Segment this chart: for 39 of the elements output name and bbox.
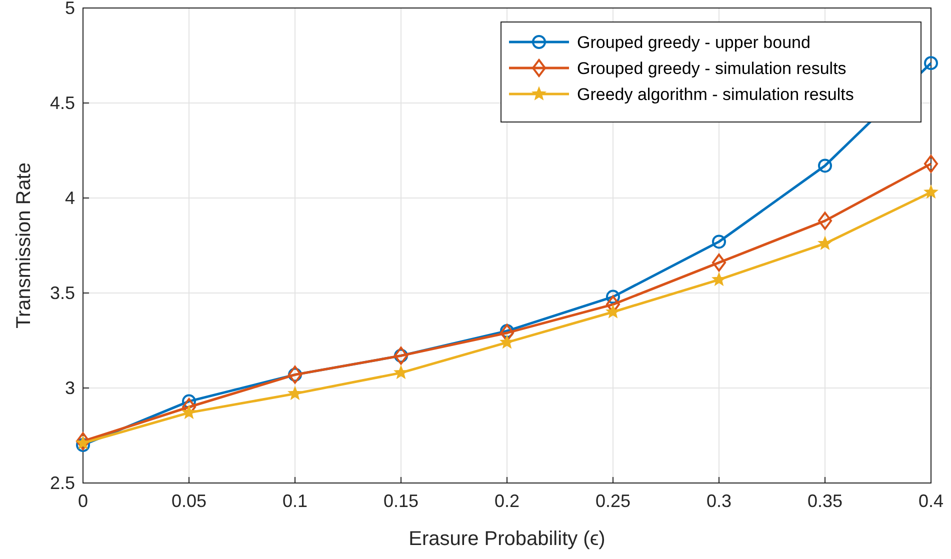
- y-tick-label: 4.5: [50, 93, 75, 113]
- point: [712, 234, 726, 249]
- point: [924, 56, 938, 70]
- x-tick-label: 0.1: [282, 491, 308, 511]
- point: [818, 212, 832, 230]
- point: [712, 254, 726, 272]
- point: [394, 366, 408, 379]
- y-tick-label: 4: [64, 188, 75, 208]
- legend-label: Greedy algorithm - simulation results: [577, 85, 854, 104]
- point: [818, 158, 832, 173]
- point: [712, 272, 726, 286]
- point: [606, 290, 620, 304]
- point: [924, 185, 938, 198]
- x-tick-label: 0: [78, 491, 88, 511]
- y-tick-label: 3: [64, 378, 75, 398]
- x-tick-label: 0.05: [171, 491, 207, 511]
- y-tick-label: 2.5: [50, 473, 75, 493]
- point: [288, 386, 302, 400]
- x-tick-label: 0.4: [918, 491, 944, 511]
- y-tick-label: 3.5: [50, 283, 75, 303]
- x-axis-title: Erasure Probability (ϵ): [408, 528, 606, 550]
- x-tick-label: 0.35: [807, 491, 843, 511]
- point: [76, 438, 90, 452]
- point: [76, 436, 90, 449]
- x-tick-label: 0.25: [595, 491, 631, 511]
- point: [76, 432, 90, 450]
- x-tick-label: 0.15: [383, 491, 419, 511]
- point: [182, 398, 196, 416]
- point: [606, 305, 620, 318]
- point: [500, 335, 514, 348]
- point: [500, 324, 514, 342]
- legend-label: Grouped greedy - simulation results: [577, 59, 846, 78]
- point: [924, 154, 938, 173]
- legend-label: Grouped greedy - upper bound: [577, 33, 810, 52]
- point: [818, 236, 832, 250]
- x-tick-label: 0.3: [706, 491, 732, 511]
- y-axis-title: Transmission Rate: [13, 162, 35, 328]
- x-tick-label: 0.2: [494, 491, 520, 511]
- y-tick-label: 5: [64, 0, 75, 18]
